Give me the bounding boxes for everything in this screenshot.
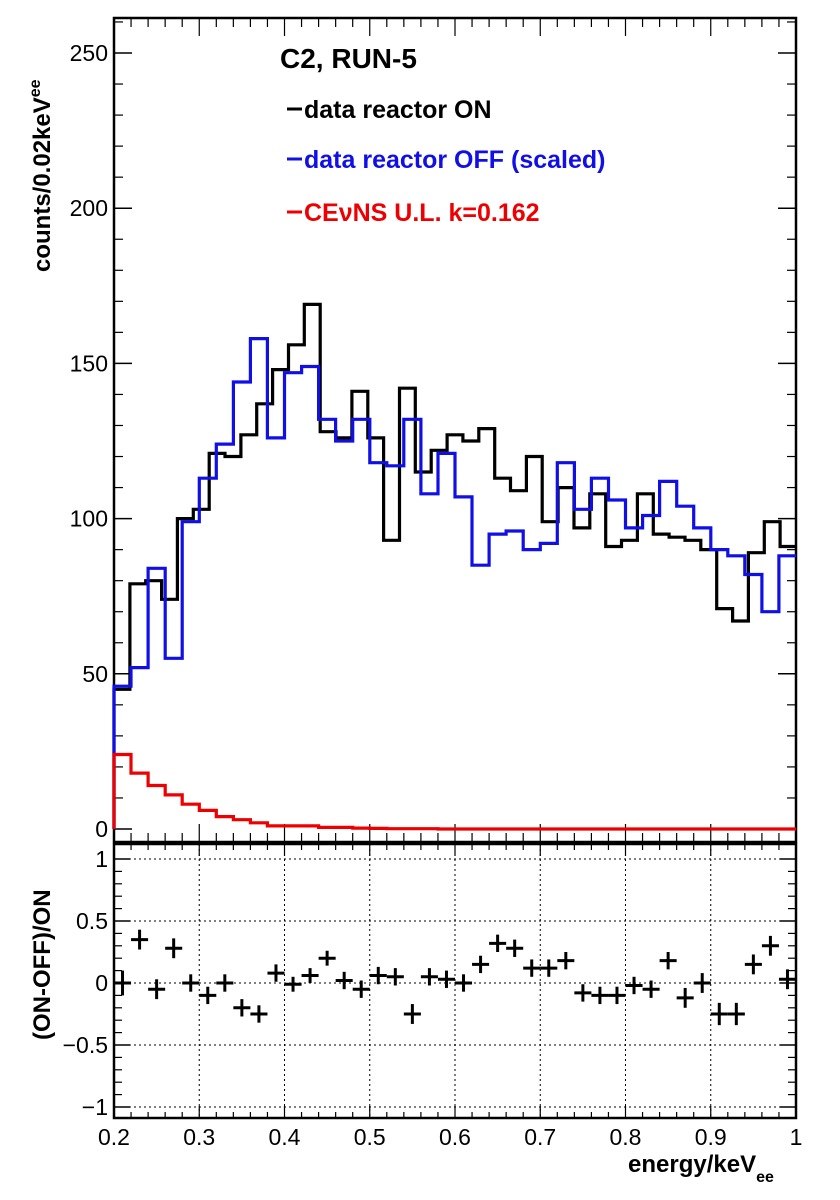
ratio-point	[744, 954, 762, 975]
bottom-y-tick-label: −0.5	[63, 1032, 108, 1058]
ratio-point	[420, 968, 438, 986]
ratio-point	[165, 938, 183, 959]
bottom-x-tick-label: 0.4	[269, 1124, 301, 1150]
bottom-y-tick-label: 0.5	[76, 908, 108, 934]
bottom-x-tick-labels: 0.2 0.3 0.4 0.5 0.6 0.7 0.8 0.9 1	[98, 1124, 802, 1150]
ratio-point	[131, 929, 149, 950]
ratio-point	[437, 970, 455, 988]
top-y-axis-title: counts/0.02keVee	[27, 79, 56, 272]
bottom-x-tick-label: 0.9	[695, 1124, 727, 1150]
ratio-point	[659, 952, 677, 970]
ratio-point	[284, 976, 302, 992]
bottom-x-tick-label: 0.7	[524, 1124, 556, 1150]
top-y-tick-label: 50	[82, 661, 108, 687]
bottom-x-tick-label: 0.3	[183, 1124, 215, 1150]
ratio-point	[727, 1002, 745, 1026]
bottom-x-tick-label: 0.5	[354, 1124, 386, 1150]
ratio-point	[472, 955, 490, 974]
series-on-histogram	[112, 302, 796, 829]
series-cevns-histogram	[112, 752, 796, 831]
top-y-tick-label: 0	[95, 816, 108, 842]
bottom-x-tick-label: 0.2	[98, 1124, 130, 1150]
ratio-point	[148, 979, 166, 1000]
legend-entry-cevns: CEνNS U.L. k=0.162	[304, 199, 540, 227]
ratio-point	[216, 974, 234, 992]
ratio-point	[267, 964, 285, 982]
ratio-point	[642, 980, 660, 998]
top-y-tick-label: 200	[70, 195, 108, 221]
top-plot-frame	[112, 16, 798, 844]
ratio-point	[199, 986, 217, 1005]
ratio-point	[352, 980, 370, 998]
series-off-histogram	[112, 337, 796, 829]
top-y-tick-label: 250	[70, 40, 108, 66]
bottom-x-axis-title: energy/keVee	[628, 1151, 774, 1186]
ratio-point	[693, 973, 711, 993]
ratio-point	[761, 935, 779, 956]
ratio-point	[455, 974, 473, 992]
ratio-point	[250, 1005, 268, 1023]
ratio-point	[506, 939, 524, 957]
top-y-tick-label: 150	[70, 350, 108, 376]
bottom-x-tick-label: 0.6	[439, 1124, 471, 1150]
bottom-x-tick-label: 0.8	[610, 1124, 642, 1150]
ratio-point	[591, 986, 609, 1005]
top-y-tick-label: 100	[70, 506, 108, 532]
ratio-point	[523, 959, 541, 977]
ratio-point	[676, 987, 694, 1008]
bottom-y-axis-title: (ON-OFF)/ON	[29, 889, 56, 1040]
ratio-point	[182, 974, 200, 992]
bottom-y-tick-labels: −1 −0.5 0 0.5 1	[63, 846, 108, 1120]
bottom-x-axis-title-text: energy/keV	[628, 1151, 756, 1178]
top-axis-ticks	[113, 18, 797, 842]
bottom-x-tick-label: 1	[790, 1124, 803, 1150]
ratio-point	[608, 986, 626, 1005]
legend: C2, RUN-5 data reactor ON data reactor O…	[280, 43, 605, 227]
top-y-axis-title-subscript: ee	[27, 79, 44, 97]
ratio-point	[403, 1004, 421, 1024]
legend-entry-off: data reactor OFF (scaled)	[304, 146, 605, 174]
ratio-point	[574, 984, 592, 1002]
bottom-x-axis-title-subscript: ee	[756, 1169, 774, 1186]
ratio-point	[335, 971, 353, 990]
ratio-point	[369, 966, 387, 985]
bottom-y-tick-label: 1	[95, 846, 108, 872]
legend-entry-on: data reactor ON	[304, 96, 492, 124]
ratio-point	[557, 952, 575, 970]
ratio-point	[301, 968, 319, 983]
top-y-axis-title-text: counts/0.02keV	[29, 97, 56, 272]
bottom-y-tick-label: 0	[95, 970, 108, 996]
bottom-panel: −1 −0.5 0 0.5 1 0.2 0.3 0.4 0.5 0.6 0.7 0.8 0.9 1 (O…	[29, 842, 802, 1186]
ratio-point	[625, 976, 643, 995]
legend-title: C2, RUN-5	[280, 43, 417, 74]
ratio-point	[114, 970, 132, 996]
ratio-point	[318, 950, 336, 966]
ratio-point	[489, 934, 507, 952]
top-series-group	[112, 302, 796, 831]
bottom-points-group	[114, 929, 796, 1026]
bottom-y-tick-label: −1	[82, 1094, 108, 1120]
top-y-tick-labels: 0 50 100 150 200 250	[70, 40, 108, 842]
ratio-point	[233, 999, 251, 1017]
ratio-point	[540, 959, 558, 977]
top-panel: 0 50 100 150 200 250 counts/0.02keVee C2, RUN…	[27, 16, 798, 844]
ratio-point	[386, 968, 404, 986]
ratio-point	[778, 969, 796, 990]
ratio-point	[710, 1002, 728, 1026]
